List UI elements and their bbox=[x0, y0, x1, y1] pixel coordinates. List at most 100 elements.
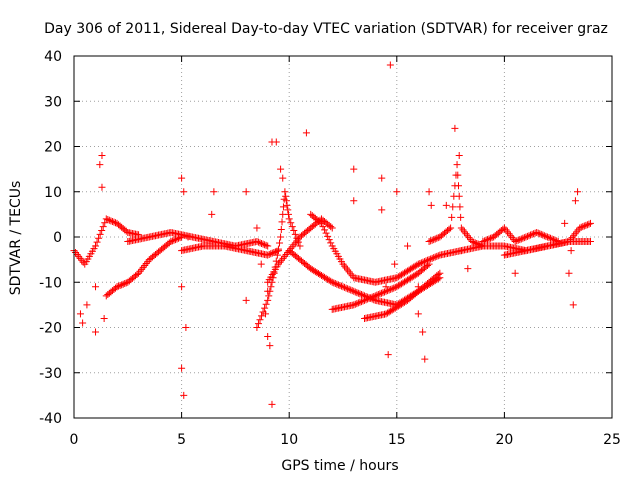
data-point bbox=[449, 203, 457, 211]
data-point bbox=[290, 227, 298, 235]
data-point bbox=[119, 280, 127, 288]
data-point bbox=[342, 284, 350, 292]
data-point bbox=[259, 240, 267, 248]
data-point bbox=[420, 258, 428, 266]
data-point bbox=[431, 253, 439, 261]
data-point bbox=[178, 174, 186, 182]
data-point bbox=[350, 287, 358, 295]
data-point bbox=[83, 301, 91, 309]
data-point bbox=[170, 236, 178, 244]
x-tick-label: 0 bbox=[70, 432, 79, 448]
data-point bbox=[451, 124, 459, 132]
data-point bbox=[287, 219, 295, 227]
data-point bbox=[533, 228, 541, 236]
y-tick-label: 40 bbox=[44, 49, 62, 65]
data-point bbox=[257, 260, 265, 268]
data-point bbox=[75, 252, 83, 260]
chart-title: Day 306 of 2011, Sidereal Day-to-day VTE… bbox=[44, 21, 608, 37]
data-point bbox=[96, 230, 104, 238]
data-point bbox=[141, 261, 149, 269]
data-point bbox=[321, 226, 329, 234]
data-point bbox=[442, 201, 450, 209]
data-point bbox=[354, 289, 362, 297]
data-point bbox=[208, 210, 216, 218]
data-point bbox=[327, 239, 335, 247]
data-point bbox=[322, 229, 330, 237]
data-point bbox=[388, 285, 396, 293]
data-point bbox=[121, 280, 129, 288]
data-point bbox=[113, 283, 121, 291]
data-point bbox=[561, 219, 569, 227]
data-point bbox=[507, 232, 515, 240]
x-tick-label: 15 bbox=[388, 432, 406, 448]
data-point bbox=[460, 228, 468, 236]
data-point bbox=[357, 291, 365, 299]
data-point bbox=[102, 215, 110, 223]
data-point bbox=[100, 314, 108, 322]
data-point bbox=[434, 234, 442, 242]
data-point bbox=[542, 232, 550, 240]
data-point bbox=[377, 289, 385, 297]
data-point bbox=[168, 237, 176, 245]
data-point bbox=[430, 236, 438, 244]
data-point bbox=[569, 301, 577, 309]
data-point bbox=[276, 258, 284, 266]
data-point bbox=[391, 260, 399, 268]
data-point bbox=[459, 226, 467, 234]
data-point bbox=[279, 203, 287, 211]
x-tick-label: 25 bbox=[603, 432, 621, 448]
data-point bbox=[351, 288, 359, 296]
data-point bbox=[210, 188, 218, 196]
data-point bbox=[534, 229, 542, 237]
data-point bbox=[327, 277, 335, 285]
data-point bbox=[347, 286, 355, 294]
data-point bbox=[144, 258, 152, 266]
data-point bbox=[92, 283, 100, 291]
data-point bbox=[586, 219, 594, 227]
data-point bbox=[92, 328, 100, 336]
data-point bbox=[428, 236, 436, 244]
data-point bbox=[242, 188, 250, 196]
data-point bbox=[454, 171, 462, 179]
data-point bbox=[385, 286, 393, 294]
data-point bbox=[586, 238, 594, 246]
data-point bbox=[266, 342, 274, 350]
data-point bbox=[110, 218, 118, 226]
data-point bbox=[270, 249, 278, 257]
data-point bbox=[78, 256, 86, 264]
data-point bbox=[115, 282, 123, 290]
data-point bbox=[585, 220, 593, 228]
data-point bbox=[261, 304, 269, 312]
data-point bbox=[482, 236, 490, 244]
data-point bbox=[284, 210, 292, 218]
data-point bbox=[434, 270, 442, 278]
data-point bbox=[502, 226, 510, 234]
y-axis-label: SDTVAR / TECUs bbox=[8, 181, 24, 296]
data-point bbox=[368, 293, 376, 301]
data-point bbox=[453, 161, 461, 169]
data-point bbox=[431, 235, 439, 243]
data-point bbox=[548, 235, 556, 243]
data-point bbox=[381, 288, 389, 296]
data-point bbox=[184, 233, 192, 241]
data-point bbox=[291, 239, 299, 247]
data-point bbox=[274, 245, 282, 253]
data-point bbox=[379, 289, 387, 297]
data-point bbox=[136, 267, 144, 275]
data-point bbox=[527, 231, 535, 239]
data-point bbox=[285, 215, 293, 223]
x-tick-label: 10 bbox=[280, 432, 298, 448]
data-point bbox=[180, 188, 188, 196]
data-point bbox=[256, 316, 264, 324]
data-point bbox=[333, 280, 341, 288]
data-point bbox=[370, 292, 378, 300]
data-point bbox=[98, 227, 106, 235]
data-point bbox=[342, 264, 350, 272]
data-point bbox=[528, 230, 536, 238]
data-point bbox=[138, 265, 146, 273]
data-point bbox=[76, 310, 84, 318]
data-point bbox=[350, 197, 358, 205]
data-point bbox=[253, 238, 261, 246]
data-point bbox=[72, 249, 80, 257]
data-point bbox=[445, 225, 453, 233]
